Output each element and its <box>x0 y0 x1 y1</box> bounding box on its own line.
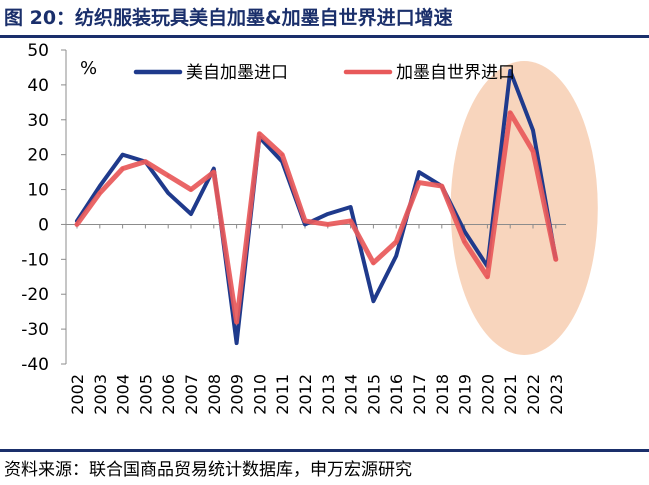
x-tick-label: 2002 <box>68 374 87 415</box>
data-point <box>166 174 170 178</box>
data-point <box>121 153 125 157</box>
data-point <box>371 261 375 265</box>
data-point <box>280 153 284 157</box>
legend-label-1: 美自加墨进口 <box>186 63 288 83</box>
data-point <box>508 111 512 115</box>
x-tick-label: 2008 <box>205 374 224 415</box>
data-point <box>394 240 398 244</box>
x-tick-label: 2005 <box>136 374 155 415</box>
x-tick-label: 2006 <box>159 374 178 415</box>
y-tick-label: -20 <box>21 285 49 305</box>
y-tick-label: 20 <box>27 146 49 166</box>
legend-label-2: 加墨自世界进口 <box>396 63 515 83</box>
x-tick-label: 2019 <box>456 374 475 415</box>
data-point <box>189 212 193 216</box>
legend: 美自加墨进口 加墨自世界进口 <box>133 63 515 83</box>
data-point <box>235 341 239 345</box>
data-point <box>531 128 535 132</box>
x-tick-label: 2012 <box>296 374 315 415</box>
highlight-ellipse <box>450 61 598 355</box>
data-point <box>463 240 467 244</box>
highlight-layer <box>450 61 598 355</box>
x-tick-label: 2022 <box>524 374 543 415</box>
data-point <box>417 181 421 185</box>
y-tick-label: 0 <box>38 215 49 235</box>
data-point <box>440 184 444 188</box>
data-point <box>326 222 330 226</box>
chart-header: 图 20：纺织服装玩具美自加墨&加墨自世界进口增速 <box>0 0 649 38</box>
data-point <box>166 191 170 195</box>
series-line-2 <box>74 110 559 325</box>
x-tick-label: 2003 <box>91 374 110 415</box>
y-tick-label: 30 <box>27 111 49 131</box>
y-tick-label: -40 <box>21 355 49 375</box>
data-point <box>212 170 216 174</box>
x-tick-label: 2010 <box>250 374 269 415</box>
data-point <box>463 229 467 233</box>
x-tick-label: 2021 <box>501 374 520 415</box>
data-point <box>349 205 353 209</box>
data-point <box>554 257 558 261</box>
data-point <box>143 160 147 164</box>
y-tick-label: -30 <box>21 320 49 340</box>
chart-title: 图 20：纺织服装玩具美自加墨&加墨自世界进口增速 <box>4 7 453 29</box>
data-point <box>508 69 512 73</box>
data-point <box>531 149 535 153</box>
data-point <box>394 254 398 258</box>
data-point <box>75 222 79 226</box>
data-point <box>303 219 307 223</box>
footer-divider <box>0 449 649 452</box>
x-tick-label: 2004 <box>114 374 133 415</box>
data-point <box>326 212 330 216</box>
source-note: 资料来源：联合国商品贸易统计数据库，申万宏源研究 <box>4 460 412 480</box>
data-point <box>98 191 102 195</box>
data-point <box>417 170 421 174</box>
x-tick-label: 2009 <box>228 374 247 415</box>
data-point <box>212 167 216 171</box>
y-tick-label: 50 <box>27 41 49 61</box>
y-tick-label: 10 <box>27 181 49 201</box>
x-tick-label: 2017 <box>410 374 429 415</box>
x-tick-label: 2014 <box>342 374 361 415</box>
x-tick-label: 2007 <box>182 374 201 415</box>
y-tick-label: 40 <box>27 76 49 96</box>
series-line-1 <box>75 68 558 346</box>
data-point <box>121 167 125 171</box>
data-point <box>485 275 489 279</box>
y-unit-label: % <box>80 58 97 79</box>
data-point <box>98 184 102 188</box>
x-tick-label: 2011 <box>273 374 292 415</box>
data-point <box>235 320 239 324</box>
x-tick-label: 2015 <box>364 374 383 415</box>
data-point <box>371 299 375 303</box>
x-tick-label: 2018 <box>433 374 452 415</box>
x-tick-label: 2020 <box>478 374 497 415</box>
data-point <box>303 222 307 226</box>
data-point <box>189 188 193 192</box>
series-layer <box>74 68 559 346</box>
title-divider <box>0 35 649 38</box>
data-point <box>257 132 261 136</box>
data-point <box>349 219 353 223</box>
x-tick-label: 2016 <box>387 374 406 415</box>
y-tick-label: -10 <box>21 250 49 270</box>
x-tick-label: 2013 <box>319 374 338 415</box>
x-tick-label: 2023 <box>547 374 566 415</box>
